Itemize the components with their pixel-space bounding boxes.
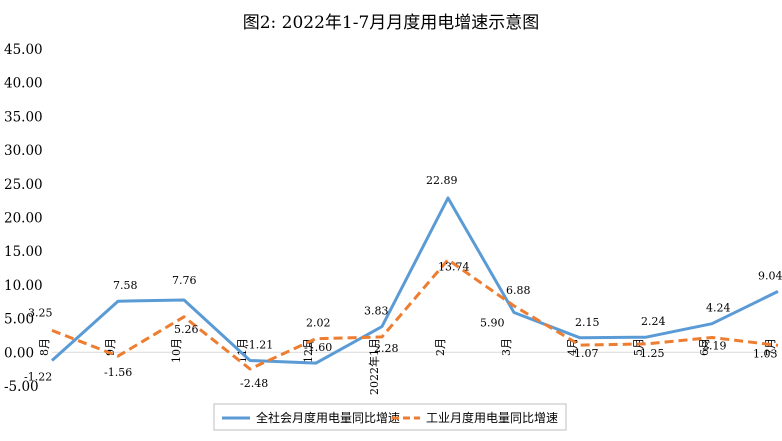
data-label-industrial: 2.19 [702, 340, 727, 353]
data-label-total: -1.21 [245, 338, 273, 351]
y-tick-label: 25.00 [4, 177, 43, 193]
x-tick-label: 6月 [698, 338, 711, 356]
x-tick-label: 2022年1月 [367, 338, 381, 395]
x-tick-label: 8月 [38, 338, 51, 356]
chart-title: 图2: 2022年1-7月月度用电增速示意图 [242, 13, 540, 33]
x-tick-label: 2月 [434, 338, 447, 356]
data-label-industrial: 1.07 [574, 347, 599, 360]
data-label-industrial: 3.25 [28, 306, 53, 319]
data-label-industrial: 6.88 [506, 284, 531, 297]
y-tick-label: 10.00 [4, 278, 43, 294]
data-label-industrial: 5.26 [174, 323, 199, 336]
y-tick-label: 30.00 [4, 143, 43, 159]
data-label-industrial: 1.03 [753, 347, 778, 360]
data-label-industrial: 1.25 [640, 347, 665, 360]
data-label-industrial: 2.28 [374, 342, 399, 355]
x-tick-label: 3月 [500, 338, 513, 356]
y-tick-label: 40.00 [4, 76, 43, 92]
data-label-total: 2.24 [641, 315, 666, 328]
data-label-total: 2.15 [575, 316, 600, 329]
data-label-total: 5.90 [480, 317, 505, 330]
legend: 全社会月度用电量同比增速 工业月度用电量同比增速 [213, 403, 567, 431]
data-label-industrial: -2.48 [240, 377, 268, 390]
series-group [50, 196, 779, 371]
data-label-total: 4.24 [706, 302, 731, 315]
data-labels: -1.22 7.58 7.76 -1.21 -1.60 3.83 22.89 5.90 2.15… [24, 174, 782, 390]
legend-box [213, 403, 567, 431]
y-tick-label: 45.00 [4, 42, 43, 58]
data-label-industrial: -1.56 [104, 366, 132, 379]
y-tick-label: 35.00 [4, 109, 43, 125]
x-tick-label: 12月 [302, 338, 315, 363]
data-label-total: 9.04 [758, 269, 782, 282]
data-label-total: 7.76 [172, 274, 197, 287]
data-label-total: 22.89 [426, 174, 458, 187]
y-tick-label: 5.00 [4, 312, 34, 328]
data-label-total: 7.58 [113, 279, 138, 292]
x-tick-label: 10月 [170, 338, 183, 363]
data-label-industrial: 2.02 [306, 317, 331, 330]
data-label-total: 3.83 [364, 304, 389, 317]
data-label-total: -1.22 [24, 371, 52, 384]
y-tick-label: -5.00 [4, 379, 39, 395]
series-line-total [50, 196, 779, 365]
data-label-total: -1.60 [304, 341, 332, 354]
x-axis: 8月 9月 10月 11月 12月 2022年1月 2月 3月 4月 5月 6月 7月 [38, 338, 778, 395]
legend-label-total: 全社会月度用电量同比增速 [256, 410, 400, 425]
x-tick-label: 7月 [764, 338, 777, 356]
y-axis: -5.00 0.00 5.00 10.00 15.00 20.00 25.00 30.00 35… [4, 42, 43, 395]
y-tick-label: 20.00 [4, 211, 43, 227]
legend-label-industrial: 工业月度用电量同比增速 [426, 410, 558, 425]
data-label-industrial: 13.74 [438, 261, 470, 274]
y-tick-label: 15.00 [4, 244, 43, 260]
y-tick-label: 0.00 [4, 345, 34, 361]
series-line-industrial [51, 258, 779, 371]
